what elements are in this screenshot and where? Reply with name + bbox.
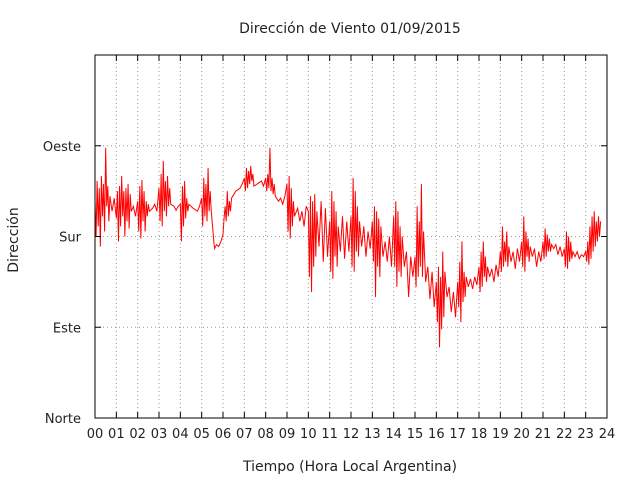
x-tick-label-24: 24 [599,427,616,442]
tick-marks [94,55,608,419]
x-tick-label-13: 13 [364,427,381,442]
x-axis-label: Tiempo (Hora Local Argentina) [242,459,457,475]
x-tick-label-0: 00 [87,427,104,442]
x-tick-label-8: 08 [257,427,274,442]
x-tick-label-3: 03 [151,427,168,442]
chart-title: Dirección de Viento 01/09/2015 [239,21,461,37]
x-tick-label-14: 14 [385,427,402,442]
y-tick-label-0: Norte [45,412,81,427]
x-tick-label-10: 10 [300,427,317,442]
x-tick-label-1: 01 [108,427,125,442]
tick-labels: 00 01 02 03 04 05 06 07 08 09 10 11 12 13 14 15 16 17 18 19… [43,140,615,442]
x-tick-label-4: 04 [172,427,189,442]
x-tick-label-9: 09 [279,427,296,442]
x-tick-label-12: 12 [343,427,360,442]
x-tick-label-23: 23 [577,427,594,442]
x-tick-label-16: 16 [428,427,445,442]
y-tick-label-2: Sur [59,231,81,246]
x-tick-label-17: 17 [449,427,466,442]
x-tick-label-7: 07 [236,427,253,442]
x-tick-label-5: 05 [193,427,210,442]
x-tick-label-6: 06 [215,427,232,442]
y-tick-label-1: Este [53,321,81,336]
series-layer [94,147,602,348]
x-tick-label-18: 18 [471,427,488,442]
x-tick-label-19: 19 [492,427,509,442]
x-tick-label-22: 22 [556,427,573,442]
x-tick-label-11: 11 [321,427,338,442]
series-line-0 [94,147,602,348]
y-axis-label: Dirección [6,207,22,272]
x-tick-label-21: 21 [535,427,552,442]
y-tick-label-3: Oeste [43,140,81,155]
x-tick-label-2: 02 [129,427,146,442]
grid [95,55,607,418]
x-tick-label-20: 20 [513,427,530,442]
x-tick-label-15: 15 [407,427,424,442]
